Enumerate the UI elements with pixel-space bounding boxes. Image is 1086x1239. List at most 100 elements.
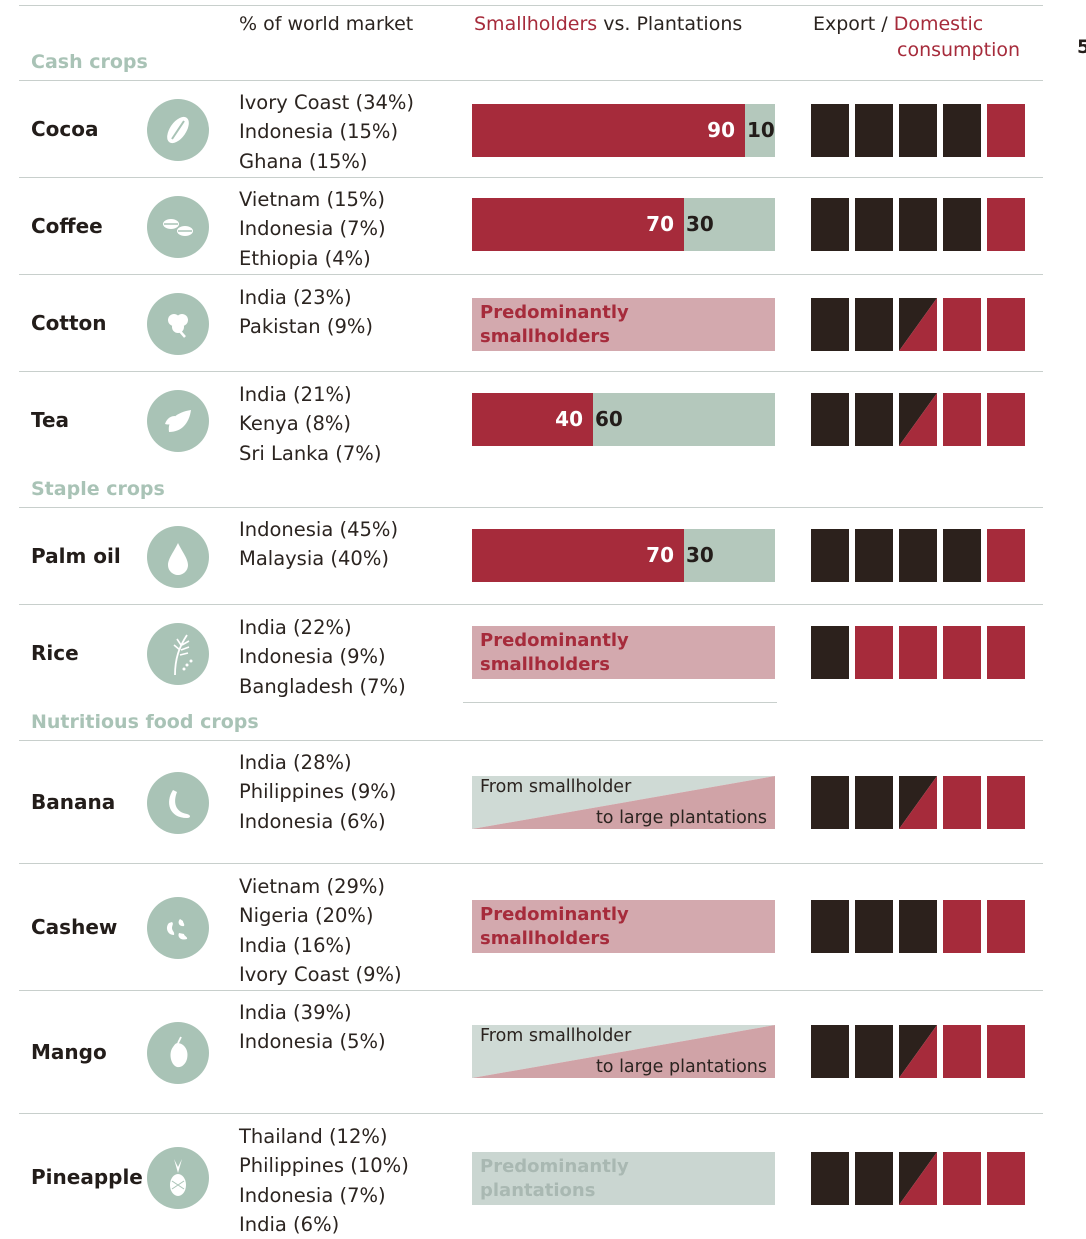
domestic-square xyxy=(943,1025,981,1078)
plantation-segment xyxy=(745,104,775,157)
export-square xyxy=(899,198,937,251)
production-note: Predominantly smallholders xyxy=(480,629,629,677)
smallholder-share-label: 40 xyxy=(555,407,583,431)
export-square xyxy=(811,626,849,679)
domestic-square xyxy=(987,900,1025,953)
domestic-square xyxy=(943,298,981,351)
coffee-beans-icon xyxy=(147,196,209,258)
country-list: India (23%) Pakistan (9%) xyxy=(239,283,373,342)
production-note-line: Predominantly xyxy=(480,302,629,323)
country-share: India (16%) xyxy=(239,933,352,957)
domestic-square xyxy=(987,104,1025,157)
export-square xyxy=(811,198,849,251)
country-share: Ivory Coast (34%) xyxy=(239,91,415,114)
country-share: India (28%) xyxy=(239,751,352,774)
plantation-share-label: 30 xyxy=(686,212,714,236)
row-divider xyxy=(19,863,1043,864)
production-bar: From smallholder to large plantations xyxy=(472,776,775,829)
row-divider xyxy=(19,80,1043,81)
country-share: Thailand (12%) xyxy=(239,1125,388,1148)
country-share: Ethiopia (4%) xyxy=(239,246,371,270)
section-label: Staple crops xyxy=(31,478,165,500)
export-header: Export / Domestic xyxy=(813,13,983,35)
country-list: India (22%) Indonesia (9%) Bangladesh (7%) xyxy=(239,613,406,701)
row-divider xyxy=(463,702,777,703)
row-divider xyxy=(19,507,1043,508)
domestic-square xyxy=(943,626,981,679)
country-share: India (6%) xyxy=(239,1212,340,1236)
gradient-label-start: From smallholder xyxy=(480,1026,632,1046)
cocoa-pod-icon xyxy=(147,99,209,161)
country-share: Indonesia (7%) xyxy=(239,1183,386,1207)
production-note-line: Predominantly xyxy=(480,904,629,925)
country-list: Ivory Coast (34%) Indonesia (15%) Ghana (1… xyxy=(239,88,414,176)
production-bar: 90 10 xyxy=(472,104,775,157)
export-square xyxy=(855,104,893,157)
domestic-square xyxy=(899,626,937,679)
smallholder-segment xyxy=(472,198,684,251)
crop-name: Mango xyxy=(31,1040,107,1064)
export-square xyxy=(899,900,937,953)
production-bar: 70 30 xyxy=(472,529,775,582)
production-bar: Predominantly smallholders xyxy=(472,298,775,351)
domestic-square xyxy=(987,1025,1025,1078)
row-divider xyxy=(19,274,1043,275)
export-square xyxy=(811,529,849,582)
oil-drop-icon xyxy=(147,526,209,588)
country-share: Indonesia (6%) xyxy=(239,809,386,833)
production-note-line: smallholders xyxy=(480,326,610,347)
gradient-fill xyxy=(472,776,775,829)
country-share: Pakistan (9%) xyxy=(239,315,374,339)
export-square xyxy=(811,104,849,157)
market-share-header: % of world market xyxy=(239,13,414,35)
domestic-square xyxy=(987,298,1025,351)
gradient-label-start: From smallholder xyxy=(480,777,632,797)
production-note-line: plantations xyxy=(480,1180,596,1201)
smallholder-segment xyxy=(472,529,684,582)
export-square xyxy=(811,1025,849,1078)
mixed-square xyxy=(899,776,937,829)
mixed-square xyxy=(899,298,937,351)
crop-name: Tea xyxy=(31,408,70,432)
production-bar: Predominantly plantations xyxy=(472,1152,775,1205)
export-square xyxy=(855,776,893,829)
domestic-square xyxy=(943,393,981,446)
smallholder-share-label: 70 xyxy=(646,543,674,567)
production-note: Predominantly smallholders xyxy=(480,903,629,951)
domestic-square xyxy=(943,900,981,953)
export-square xyxy=(811,776,849,829)
production-note-line: Predominantly xyxy=(480,630,629,651)
production-note-line: Predominantly xyxy=(480,1156,629,1177)
country-share: Indonesia (45%) xyxy=(239,518,399,541)
plantation-segment xyxy=(684,198,775,251)
country-share: Indonesia (5%) xyxy=(239,1030,386,1054)
row-divider xyxy=(19,1113,1043,1114)
section-label: Nutritious food crops xyxy=(31,711,259,733)
domestic-square xyxy=(855,626,893,679)
country-share: Indonesia (7%) xyxy=(239,217,386,241)
smallholders-legend: Smallholders xyxy=(474,13,598,35)
country-list: Vietnam (15%) Indonesia (7%) Ethiopia (4%) xyxy=(239,185,386,273)
smallholder-segment xyxy=(472,104,745,157)
country-share: India (21%) xyxy=(239,383,352,406)
gradient-label-end: to large plantations xyxy=(595,1057,767,1077)
mixed-square xyxy=(899,1152,937,1205)
crop-name: Cotton xyxy=(31,311,107,335)
country-list: India (39%) Indonesia (5%) xyxy=(239,998,386,1057)
country-share: Nigeria (20%) xyxy=(239,904,374,928)
export-square xyxy=(943,529,981,582)
country-list: Indonesia (45%) Malaysia (40%) xyxy=(239,515,398,574)
export-square xyxy=(811,1152,849,1205)
gradient-fill xyxy=(472,1025,775,1078)
plantation-share-label: 30 xyxy=(686,543,714,567)
country-list: Vietnam (29%) Nigeria (20%) India (16%) Ivo… xyxy=(239,872,402,989)
crop-name: Palm oil xyxy=(31,544,121,568)
banana-icon xyxy=(147,772,209,834)
export-legend: Export / xyxy=(813,13,894,35)
country-share: Indonesia (9%) xyxy=(239,645,386,669)
production-header: Smallholders vs. Plantations xyxy=(474,13,742,35)
export-square xyxy=(855,529,893,582)
crop-name: Cocoa xyxy=(31,117,99,141)
export-square xyxy=(943,198,981,251)
country-share: Ghana (15%) xyxy=(239,149,368,173)
